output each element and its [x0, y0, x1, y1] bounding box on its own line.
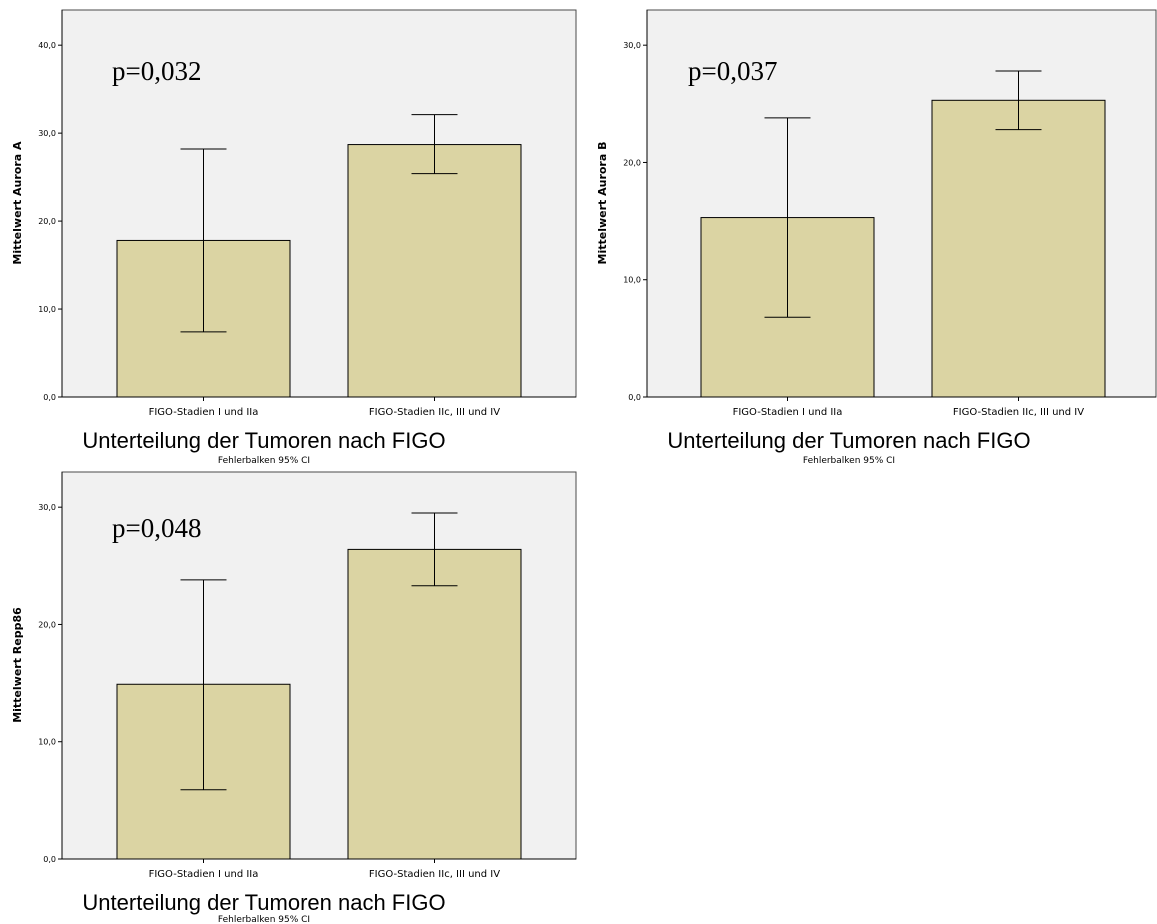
chart-3-y-tick-label: 20,0	[38, 620, 56, 629]
chart-2-y-tick-label: 20,0	[623, 158, 641, 167]
chart-1-category-label-2: FIGO-Stadien IIc, III und IV	[369, 407, 500, 418]
chart-2-x-axis-title: Unterteilung der Tumoren nach FIGO	[667, 428, 1030, 453]
chart-1-y-axis-title: Mittelwert Aurora A	[11, 141, 24, 265]
chart-2-y-axis-title: Mittelwert Aurora B	[596, 142, 609, 265]
chart-3-y-tick-label: 0,0	[43, 855, 56, 864]
chart-3-x-axis-title: Unterteilung der Tumoren nach FIGO	[82, 890, 445, 915]
chart-2-category-label-1: FIGO-Stadien I und IIa	[733, 407, 843, 418]
chart-3-p-value-annotation: p=0,048	[112, 513, 201, 543]
chart-1-y-tick-label: 40,0	[38, 41, 56, 50]
chart-2-p-value-annotation: p=0,037	[688, 56, 777, 86]
chart-1-category-label-1: FIGO-Stadien I und IIa	[149, 407, 259, 418]
chart-1-x-axis-title: Unterteilung der Tumoren nach FIGO	[82, 428, 445, 453]
chart-3-bar-2	[347, 548, 522, 860]
chart-2-category-label-2: FIGO-Stadien IIc, III und IV	[953, 407, 1084, 418]
chart-1-error-bar-note: Fehlerbalken 95% CI	[218, 456, 310, 466]
chart-3-error-bar-note: Fehlerbalken 95% CI	[218, 915, 310, 924]
chart-2-y-tick-label: 30,0	[623, 41, 641, 50]
chart-2-bar-2	[931, 99, 1106, 398]
chart-1-y-tick-label: 0,0	[43, 393, 56, 402]
chart-2-y-tick-label: 10,0	[623, 276, 641, 285]
chart-1-y-tick-label: 20,0	[38, 217, 56, 226]
chart-2-y-tick-label: 0,0	[628, 393, 641, 402]
chart-3-y-tick-label: 10,0	[38, 738, 56, 747]
chart-3-category-label-2: FIGO-Stadien IIc, III und IV	[369, 869, 500, 880]
chart-1-y-tick-label: 10,0	[38, 305, 56, 314]
chart-1-y-tick-label: 30,0	[38, 129, 56, 138]
chart-2-error-bar-note: Fehlerbalken 95% CI	[803, 456, 895, 466]
chart-3-y-tick-label: 30,0	[38, 503, 56, 512]
chart-1-p-value-annotation: p=0,032	[112, 56, 201, 86]
chart-3-y-axis-title: Mittelwert Repp86	[11, 607, 24, 723]
chart-3-category-label-1: FIGO-Stadien I und IIa	[149, 869, 259, 880]
chart-1-bar-2	[347, 144, 522, 398]
